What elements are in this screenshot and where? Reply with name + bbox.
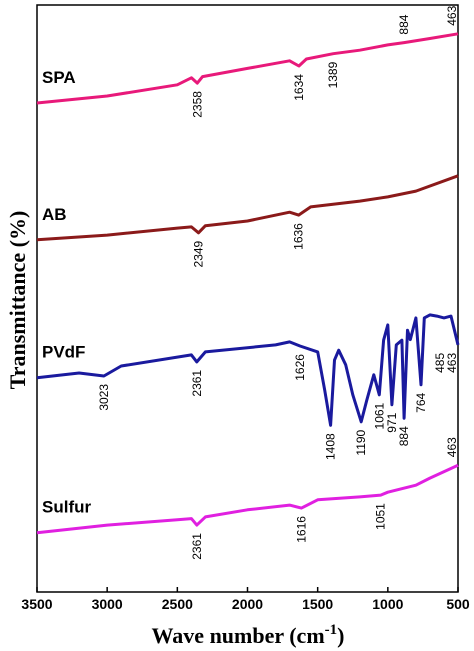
spectrum-line: [36, 313, 460, 427]
peak-label: 971: [385, 412, 399, 432]
spectrum-line: [36, 32, 459, 105]
peak-label: 2349: [192, 240, 206, 267]
peak-label: 2358: [190, 91, 204, 118]
peak-label: 1389: [326, 61, 340, 88]
series-name: SPA: [42, 68, 76, 87]
peak-label: 1636: [292, 223, 306, 250]
series-name: PVdF: [42, 343, 85, 362]
y-axis-label: Transmittance (%): [5, 211, 30, 390]
peak-label: 463: [445, 5, 459, 25]
x-tick-label: 3500: [21, 596, 52, 612]
x-axis-label-end: ): [337, 623, 344, 648]
peak-label: 1634: [292, 74, 306, 101]
peak-label: 2361: [190, 370, 204, 397]
x-tick-label: 2000: [232, 596, 263, 612]
peak-label: 485: [433, 353, 447, 373]
peak-label: 1408: [324, 433, 338, 460]
peak-label: 3023: [97, 384, 111, 411]
peak-label: 463: [445, 353, 459, 373]
peak-label: 1626: [293, 354, 307, 381]
x-axis-label: Wave number (cm-1): [152, 622, 345, 648]
series-name: AB: [42, 205, 67, 224]
peak-label: 1051: [374, 503, 388, 530]
spectrum-line: [36, 463, 459, 535]
x-tick-label: 3000: [92, 596, 123, 612]
peak-label: 2361: [190, 533, 204, 560]
peak-label: 884: [397, 426, 411, 446]
spectrum-line: [36, 174, 459, 242]
x-tick-label: 500: [446, 596, 470, 612]
x-tick-label: 1000: [372, 596, 403, 612]
peak-label: 1616: [294, 516, 308, 543]
x-tick-label: 1500: [302, 596, 333, 612]
x-axis-label-text: Wave number (cm: [152, 623, 325, 648]
peak-label: 1061: [372, 402, 386, 429]
series-name: Sulfur: [42, 498, 91, 517]
peak-label: 764: [414, 392, 428, 412]
peak-label: 1190: [354, 429, 368, 455]
x-axis-label-sup: -1: [325, 622, 338, 638]
peak-label: 884: [397, 14, 411, 34]
plot-frame: [36, 4, 459, 593]
peak-label: 463: [445, 437, 459, 457]
x-tick-label: 2500: [162, 596, 193, 612]
